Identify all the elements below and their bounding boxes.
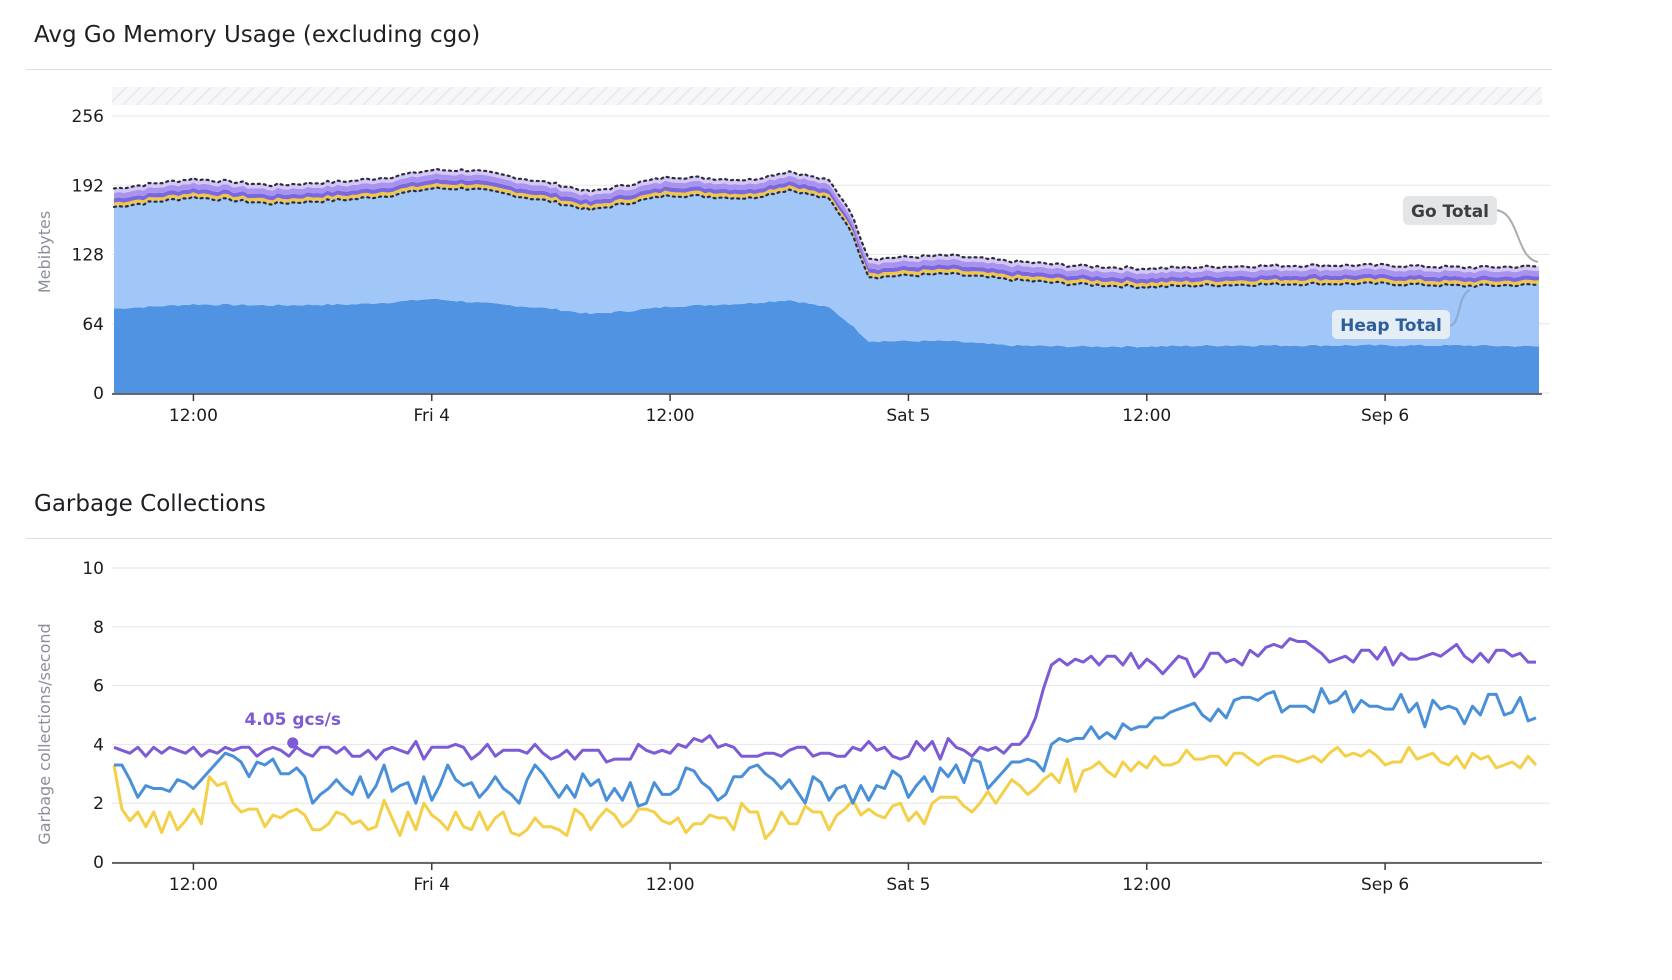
out-of-range-band — [112, 87, 1542, 105]
svg-text:Go Total: Go Total — [1411, 202, 1489, 222]
gc-x-tick-label: 12:00 — [169, 875, 218, 895]
gc-y-tick-label: 8 — [93, 618, 104, 638]
gc-y-tick-label: 0 — [93, 853, 104, 873]
gc-x-tick-label: Sat 5 — [886, 875, 930, 895]
gc-series-blue-line — [114, 687, 1537, 808]
heap-inuse-area — [114, 298, 1539, 393]
gc-series-yellow-line — [112, 745, 1538, 840]
go-total-dotted-line — [112, 167, 1541, 271]
memory-panel-title: Avg Go Memory Usage (excluding cgo) — [34, 22, 481, 48]
svg-text:Heap Total: Heap Total — [1340, 316, 1442, 336]
gc-y-axis-label: Garbage collections/second — [35, 623, 54, 844]
memory-x-tick-label: Fri 4 — [414, 406, 450, 426]
gc-x-tick-label: Fri 4 — [414, 875, 450, 895]
gc-y-tick-label: 4 — [93, 735, 104, 755]
heap-total-area — [114, 186, 1539, 348]
memory-y-tick-label: 0 — [93, 384, 104, 404]
gc-x-tick-label: Sep 6 — [1361, 875, 1409, 895]
heap-total-dotted-line — [112, 186, 1541, 290]
gc-x-tick-label: 12:00 — [1122, 875, 1171, 895]
memory-y-tick-label: 192 — [72, 176, 104, 196]
gc-panel-title: Garbage Collections — [34, 491, 266, 517]
memory-y-axis-label: Mebibytes — [35, 211, 54, 293]
memory-x-tick-label: Sep 6 — [1361, 406, 1409, 426]
memory-y-tick-label: 64 — [82, 315, 104, 335]
memory-x-tick-label: 12:00 — [646, 406, 695, 426]
memory-y-tick-label: 128 — [72, 246, 104, 266]
gc-panel-divider — [26, 538, 1552, 539]
memory-y-tick-label: 256 — [72, 107, 104, 127]
gc-annotation: 4.05 gcs/s — [244, 710, 341, 749]
gc-chart: 12:00 Fri 4 12:00 Sat 5 12:00 Sep 6 0 2 4 6 8 10 G… — [35, 559, 1550, 895]
gc-series-purple-line — [113, 637, 1536, 764]
memory-x-tick-label: Sat 5 — [886, 406, 930, 426]
gc-annotation-label: 4.05 gcs/s — [244, 710, 341, 730]
gc-x-tick-label: 12:00 — [646, 875, 695, 895]
memory-panel-divider — [26, 69, 1552, 70]
go-total-callout: Go Total — [1403, 196, 1539, 263]
gc-y-tick-label: 6 — [93, 677, 104, 697]
heap-total-callout: Heap Total — [1332, 289, 1471, 339]
memory-chart: 12:00 Fri 4 12:00 Sat 5 12:00 Sep 6 0 64 128 192… — [35, 87, 1550, 426]
memory-x-tick-label: 12:00 — [169, 406, 218, 426]
gc-y-tick-label: 10 — [82, 559, 104, 579]
memory-x-tick-label: 12:00 — [1122, 406, 1171, 426]
gc-annotation-marker — [287, 737, 299, 749]
gc-y-tick-label: 2 — [93, 794, 104, 814]
